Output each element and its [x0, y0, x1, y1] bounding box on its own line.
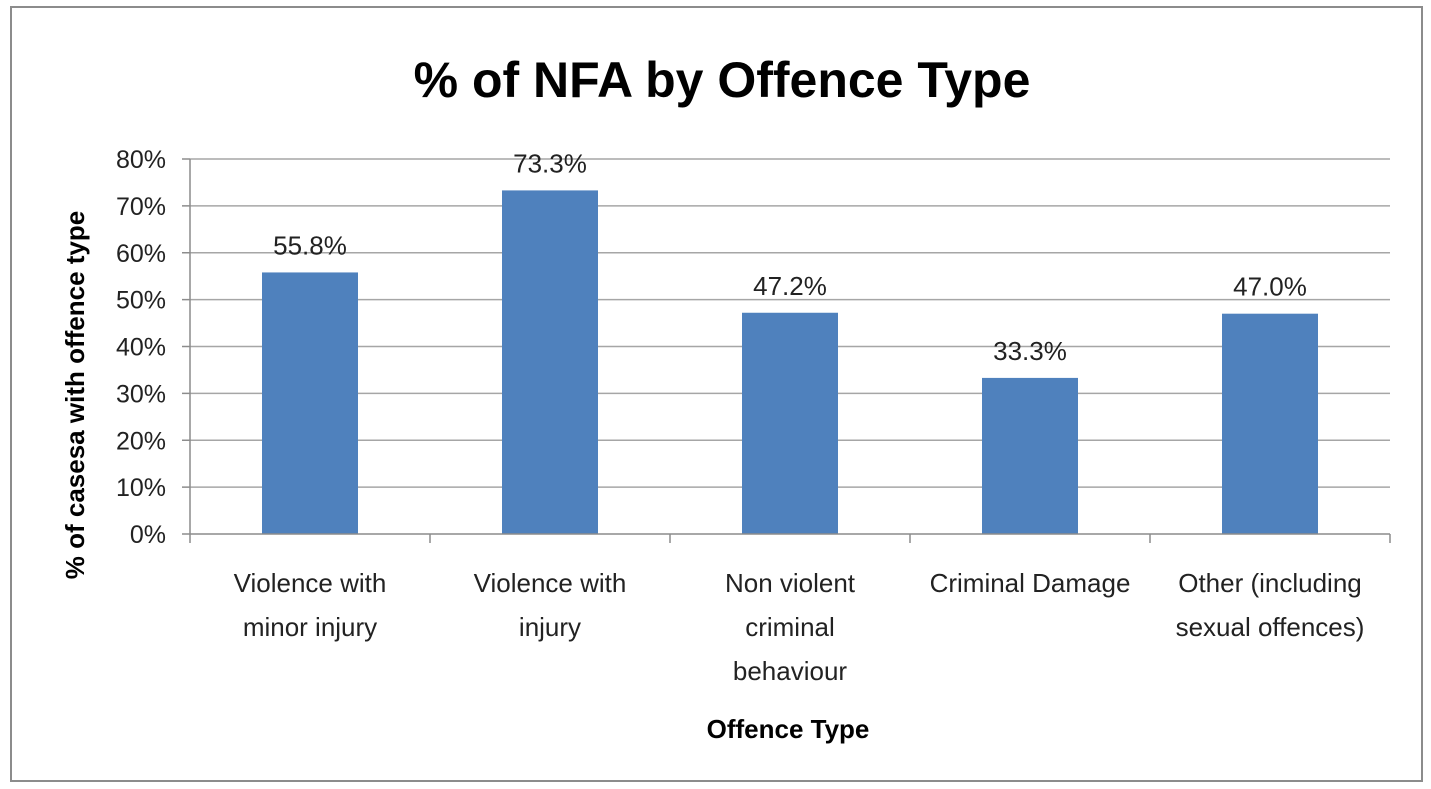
- chart-title: % of NFA by Offence Type: [414, 52, 1031, 108]
- x-axis-categories: Violence with minor injury Violence with in…: [234, 568, 1365, 686]
- y-tick-label: 70%: [116, 193, 166, 221]
- data-label: 47.2%: [753, 271, 827, 301]
- data-label: 73.3%: [513, 148, 587, 178]
- bar: [502, 190, 598, 534]
- y-tick-label: 10%: [116, 474, 166, 502]
- y-tick-label: 20%: [116, 427, 166, 455]
- x-category-label: Criminal Damage: [930, 568, 1131, 598]
- bar: [982, 377, 1078, 534]
- bars: [262, 190, 1318, 534]
- x-axis: [189, 159, 1391, 543]
- data-label: 33.3%: [993, 336, 1067, 366]
- x-category-label: Non violent criminal behaviour: [725, 568, 856, 686]
- y-axis-ticks: 0% 10% 20% 30% 40% 50% 60% 70% 80%: [116, 146, 190, 549]
- data-label: 55.8%: [273, 230, 347, 260]
- y-tick-label: 80%: [116, 146, 166, 174]
- x-category-label: Other (including sexual offences): [1176, 568, 1365, 642]
- data-labels: 55.8% 73.3% 47.2% 33.3% 47.0%: [273, 148, 1307, 366]
- bar: [742, 312, 838, 534]
- y-tick-label: 0%: [130, 521, 166, 549]
- x-category-label: Violence with minor injury: [234, 568, 387, 642]
- bar: [262, 272, 358, 534]
- data-label: 47.0%: [1233, 272, 1307, 302]
- x-category-label: Violence with injury: [474, 568, 627, 642]
- bar: [1222, 313, 1318, 534]
- gridlines: [190, 158, 1390, 488]
- y-tick-label: 30%: [116, 380, 166, 408]
- x-axis-title: Offence Type: [707, 714, 870, 744]
- y-tick-label: 50%: [116, 287, 166, 315]
- y-axis-title: % of casesa with offence type: [60, 211, 90, 579]
- y-tick-label: 40%: [116, 334, 166, 362]
- y-tick-label: 60%: [116, 240, 166, 268]
